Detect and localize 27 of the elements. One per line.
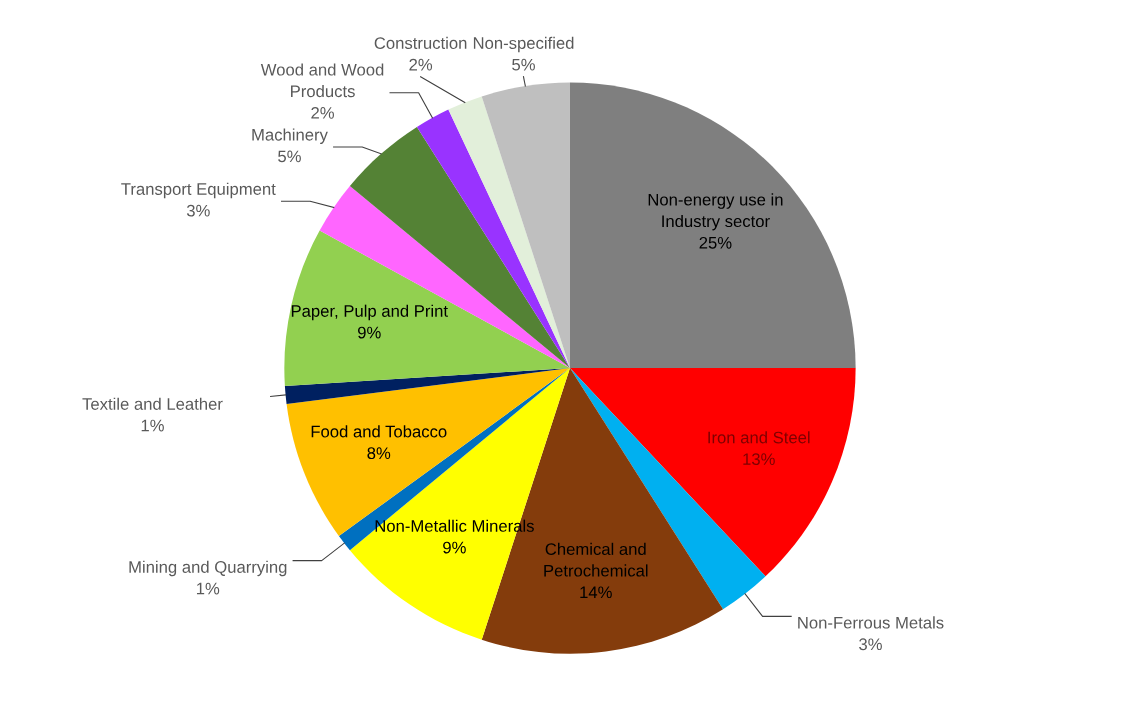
slice-label: Food and Tobacco bbox=[311, 425, 447, 438]
slice-label: Machinery bbox=[252, 128, 328, 144]
slice-label: Construction bbox=[374, 36, 467, 49]
data-label: 13% bbox=[743, 453, 775, 466]
data-label: 2% bbox=[311, 106, 334, 119]
data-label: 9% bbox=[358, 326, 381, 339]
slice-label: Mining and Quarrying bbox=[129, 560, 287, 577]
slice-label: Paper, Pulp and Print bbox=[291, 304, 448, 321]
slice-label: Transport Equipment bbox=[121, 182, 276, 199]
data-label: 9% bbox=[443, 541, 466, 554]
slice-label: Chemical and Petrochemical bbox=[544, 542, 648, 577]
data-label: 5% bbox=[512, 58, 535, 71]
slice-label: Textile and Leather bbox=[82, 397, 223, 410]
slice-label: Iron and Steel bbox=[708, 431, 810, 444]
data-label: 8% bbox=[367, 447, 391, 460]
data-label: 2% bbox=[409, 58, 433, 71]
data-label: 1% bbox=[196, 582, 220, 595]
data-label: 5% bbox=[278, 150, 301, 163]
data-label: 3% bbox=[186, 204, 210, 217]
data-label: 14% bbox=[580, 586, 612, 599]
slice-label: Non-specified bbox=[473, 36, 574, 53]
slice-label: Non-Ferrous Metals bbox=[798, 616, 944, 629]
data-label: 3% bbox=[859, 638, 882, 651]
slice-label: Wood and Wood Products bbox=[260, 63, 384, 98]
data-label: 25% bbox=[699, 236, 732, 249]
data-label: 1% bbox=[141, 419, 164, 432]
slice-label: Non-energy use in Industry sector bbox=[648, 193, 783, 231]
